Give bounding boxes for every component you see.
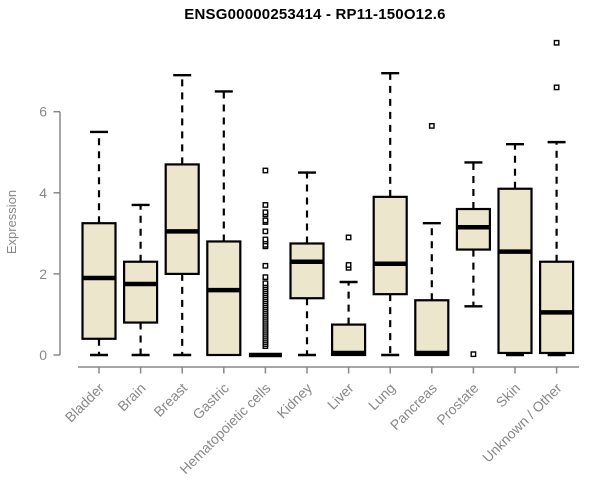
outlier-point: [262, 228, 269, 235]
boxplot-brain: [122, 203, 159, 357]
chart-title: ENSG00000253414 - RP11-150O12.6: [184, 6, 446, 23]
boxplot-skin: [497, 142, 533, 357]
outlier-point: [553, 39, 560, 46]
x-category-label: Breast: [150, 380, 190, 420]
box: [289, 242, 325, 300]
x-category-label: Liver: [324, 380, 357, 413]
outlier-point: [262, 262, 269, 269]
y-tick-label: 0: [39, 347, 47, 363]
outlier-point: [262, 274, 269, 281]
outlier-point: [470, 351, 477, 358]
boxplot-gastric: [206, 90, 242, 357]
y-tick-label: 4: [39, 185, 47, 201]
box: [497, 187, 533, 355]
outlier-point: [553, 84, 560, 91]
box: [538, 260, 575, 355]
box: [81, 222, 117, 340]
boxplot-liver: [331, 234, 367, 357]
y-axis: 0 2 4 6 Expression: [4, 104, 61, 363]
outlier-point: [428, 122, 435, 129]
boxplot-pancreas: [414, 122, 450, 357]
box: [331, 323, 367, 357]
x-category-label: Unknown / Other: [479, 380, 565, 466]
box: [122, 260, 159, 324]
outlier-point: [262, 167, 269, 174]
boxplot-unknown-other: [538, 39, 575, 357]
outlier-point: [345, 234, 352, 241]
box: [372, 195, 408, 296]
boxplot-breast: [164, 74, 200, 357]
outlier-point: [262, 236, 269, 243]
boxplot-bladder: [81, 130, 117, 357]
boxplot-prostate: [455, 161, 491, 358]
x-category-label: Brain: [114, 380, 148, 414]
outlier-point: [262, 209, 269, 216]
y-tick-label: 2: [39, 266, 47, 282]
outlier-point: [262, 202, 269, 208]
box: [164, 163, 200, 275]
y-tick-label: 6: [39, 104, 47, 120]
box: [206, 240, 242, 357]
boxplot-hematopoietic-cells: [248, 167, 282, 358]
x-category-label: Skin: [493, 380, 524, 411]
outlier-point: [345, 262, 352, 268]
boxplot-kidney: [289, 171, 325, 357]
outlier-point: [262, 280, 269, 287]
x-category-label: Prostate: [433, 380, 481, 428]
boxplot-lung: [372, 71, 408, 357]
y-axis-title: Expression: [4, 190, 19, 254]
box: [414, 299, 450, 357]
x-category-label: Lung: [365, 380, 398, 413]
outlier-point: [262, 217, 269, 224]
x-category-label: Kidney: [274, 380, 316, 422]
x-category-label: Bladder: [62, 380, 108, 426]
